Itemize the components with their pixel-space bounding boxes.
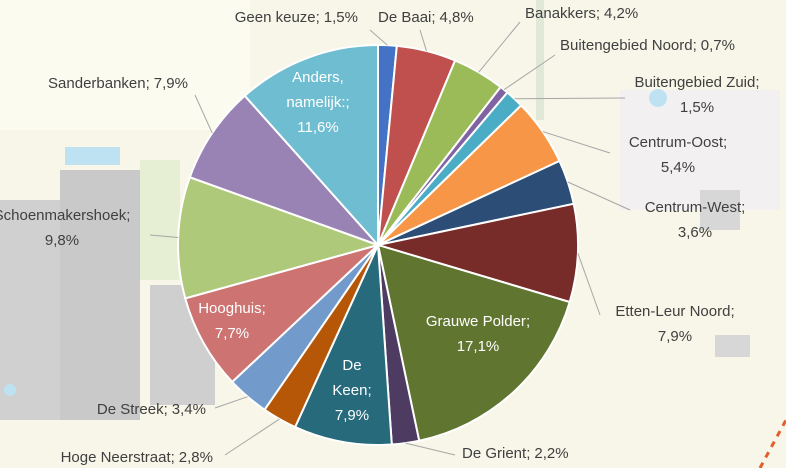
category-label: Banakkers xyxy=(525,5,596,22)
category-label: De Grient xyxy=(462,445,527,462)
value-label: 7,9% xyxy=(335,407,369,424)
data-label: De Streek;3,4% xyxy=(97,401,206,418)
category-label: Sanderbanken xyxy=(48,75,146,92)
label-separator: ; xyxy=(526,313,530,330)
data-label: Hoge Neerstraat;2,8% xyxy=(61,449,213,466)
category-label: Centrum-Oost xyxy=(629,134,724,151)
value-label: 17,1% xyxy=(457,338,500,355)
label-separator: ; xyxy=(431,9,435,26)
label-separator: ; xyxy=(316,9,320,26)
value-label: 1,5% xyxy=(324,9,358,26)
label-separator: ; xyxy=(755,74,759,91)
category-label: Geen keuze xyxy=(235,9,316,26)
label-separator: ; xyxy=(693,37,697,54)
data-label: Sanderbanken;7,9% xyxy=(48,75,188,92)
category-label: Buitengebied Noord xyxy=(560,37,693,54)
value-label: 2,2% xyxy=(534,445,568,462)
value-label: 7,9% xyxy=(658,328,692,345)
value-label: 7,7% xyxy=(215,325,249,342)
category-label: Hoge Neerstraat xyxy=(61,449,172,466)
label-separator: ; xyxy=(526,445,530,462)
label-separator: ; xyxy=(596,5,600,22)
value-label: 4,2% xyxy=(604,5,638,22)
label-separator: ; xyxy=(262,300,266,317)
value-label: 9,8% xyxy=(45,232,79,249)
value-label: 4,8% xyxy=(440,9,474,26)
category-label: Hooghuis xyxy=(198,300,261,317)
label-separator: ; xyxy=(723,134,727,151)
category-label: Buitengebied Zuid xyxy=(634,74,755,91)
value-label: 11,6% xyxy=(297,119,338,136)
label-separator: ; xyxy=(126,207,130,224)
category-label: De Baai xyxy=(378,9,431,26)
category-label: Etten-Leur Noord xyxy=(615,303,730,320)
label-separator: ; xyxy=(171,449,175,466)
category-label: De Streek xyxy=(97,401,164,418)
value-label: 5,4% xyxy=(661,159,695,176)
category-label: Grauwe Polder xyxy=(426,313,526,330)
label-separator: ; xyxy=(146,75,150,92)
category-label: Centrum-West xyxy=(645,199,742,216)
value-label: 2,8% xyxy=(179,449,213,466)
chart: Geen keuze;1,5%De Baai;4,8%Banakkers;4,2… xyxy=(0,0,786,468)
page: {"chart_data": {"type": "pie", "label_se… xyxy=(0,0,786,468)
label-separator: ; xyxy=(367,382,371,399)
label-separator: ; xyxy=(741,199,745,216)
data-label: Geen keuze;1,5% xyxy=(235,9,358,26)
value-label: 0,7% xyxy=(701,37,735,54)
value-label: 7,9% xyxy=(154,75,188,92)
value-label: 3,6% xyxy=(678,224,712,241)
data-label: Buitengebied Noord;0,7% xyxy=(560,37,735,54)
label-separator: ; xyxy=(730,303,734,320)
data-label: De Baai; 4,8% xyxy=(378,9,474,26)
label-separator: ; xyxy=(346,94,350,111)
value-label: 3,4% xyxy=(172,401,206,418)
data-label: Banakkers;4,2% xyxy=(525,5,638,22)
data-label: De Grient;2,2% xyxy=(462,445,569,462)
value-label: 1,5% xyxy=(680,99,714,116)
category-label: Schoenmakershoek xyxy=(0,207,127,224)
label-separator: ; xyxy=(164,401,168,418)
